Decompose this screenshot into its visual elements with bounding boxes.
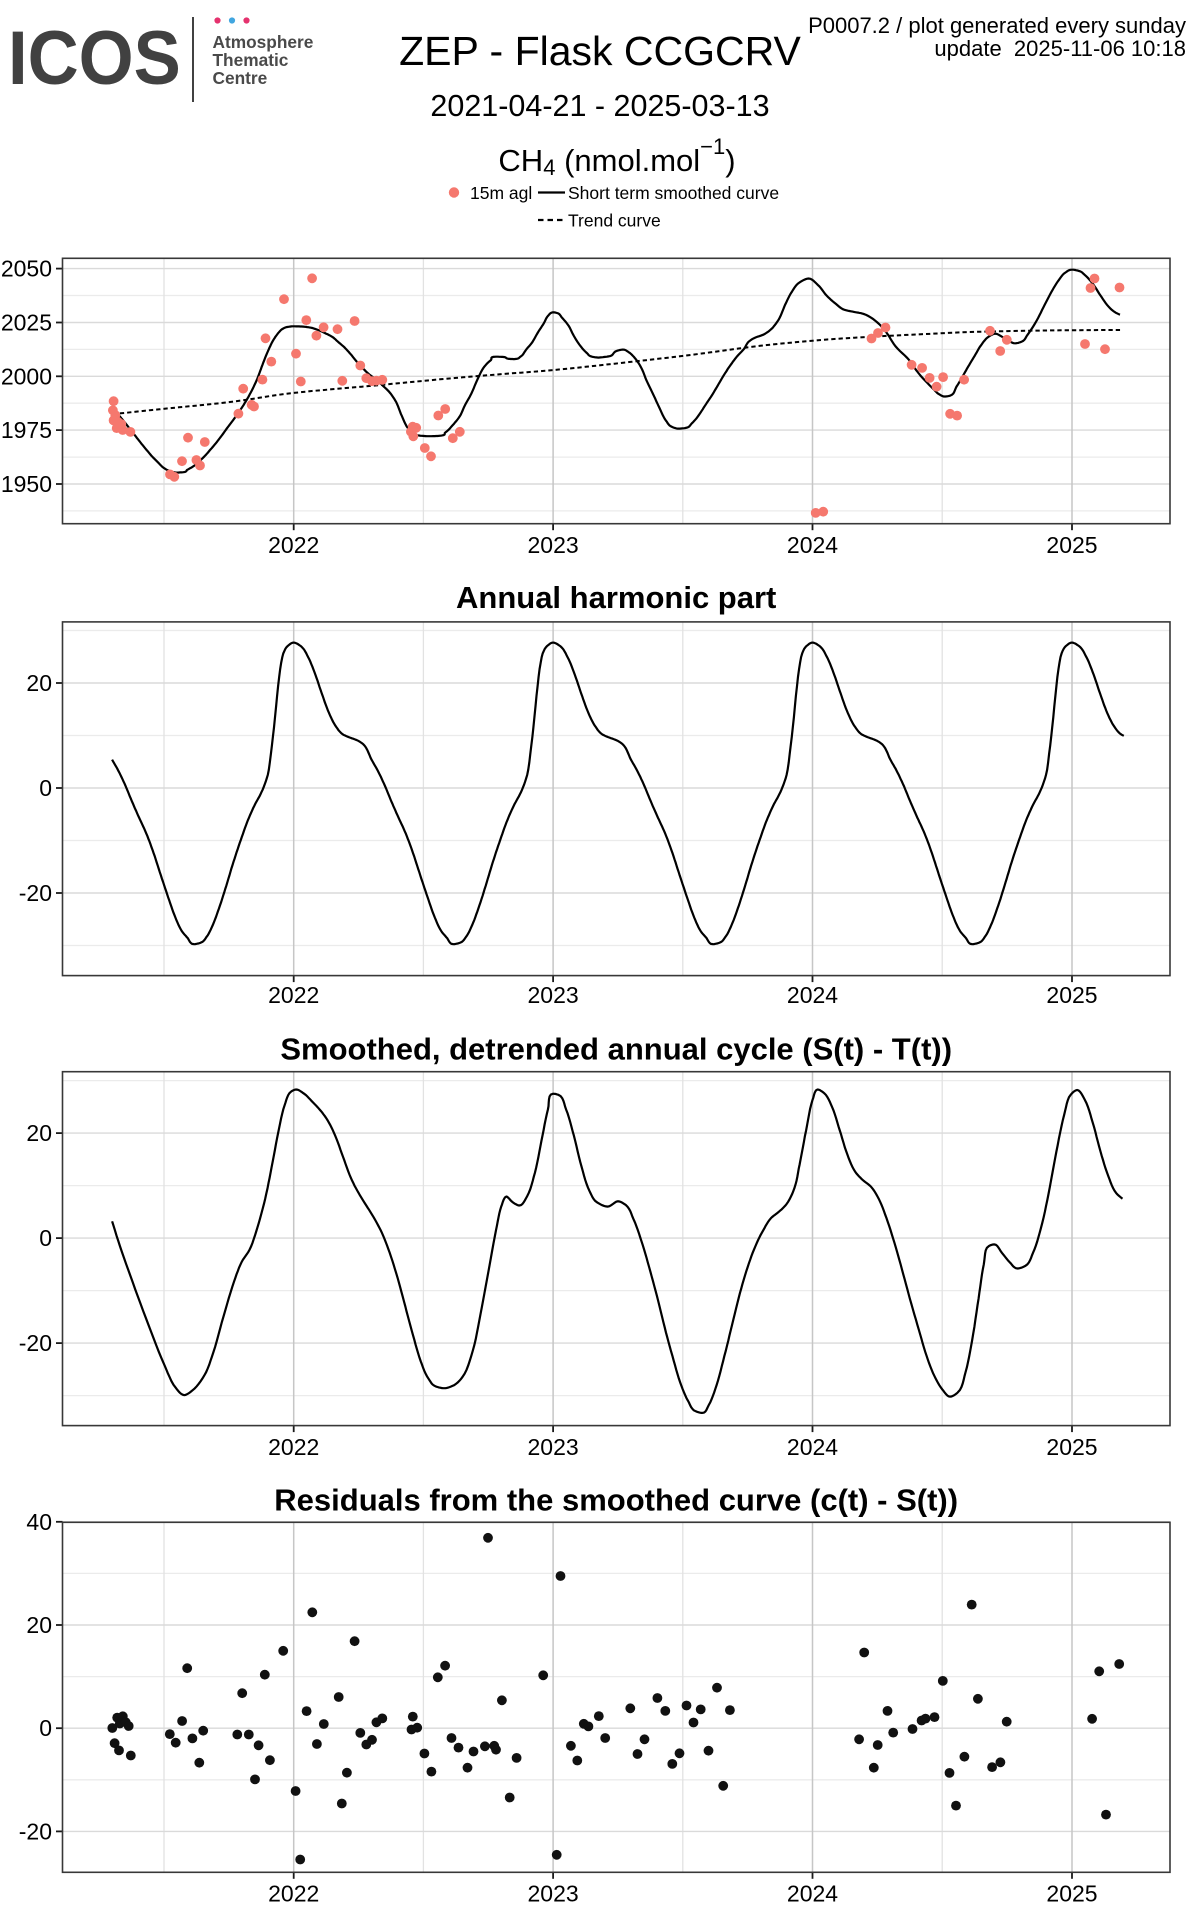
svg-text:0: 0 [39, 775, 52, 801]
svg-text:Residuals from the smoothed cu: Residuals from the smoothed curve (c(t) … [274, 1483, 958, 1518]
svg-text:2025: 2025 [1046, 532, 1097, 558]
svg-text:-20: -20 [19, 880, 52, 906]
svg-text:Smoothed, detrended annual cyc: Smoothed, detrended annual cycle (S(t) -… [280, 1032, 952, 1067]
svg-text:Trend curve: Trend curve [568, 211, 661, 231]
svg-text:20: 20 [26, 1120, 52, 1146]
svg-text:2025: 2025 [1046, 1434, 1097, 1460]
svg-text:2023: 2023 [528, 1434, 579, 1460]
svg-text:Short term smoothed curve: Short term smoothed curve [568, 183, 779, 203]
svg-text:0: 0 [39, 1715, 52, 1741]
svg-text:2024: 2024 [787, 982, 838, 1008]
svg-text:2022: 2022 [268, 1434, 319, 1460]
svg-text:2024: 2024 [787, 1881, 838, 1907]
svg-text:20: 20 [26, 670, 52, 696]
svg-text:2024: 2024 [787, 532, 838, 558]
svg-text:2025: 2025 [1046, 982, 1097, 1008]
svg-text:Annual harmonic part: Annual harmonic part [456, 580, 776, 615]
svg-text:2023: 2023 [528, 532, 579, 558]
svg-text:1950: 1950 [1, 471, 52, 497]
svg-text:20: 20 [26, 1612, 52, 1638]
svg-text:2025: 2025 [1, 310, 52, 336]
svg-text:2022: 2022 [268, 982, 319, 1008]
svg-text:2024: 2024 [787, 1434, 838, 1460]
svg-text:40: 40 [26, 1509, 52, 1535]
svg-text:-20: -20 [19, 1330, 52, 1356]
svg-text:15m agl: 15m agl [470, 183, 532, 203]
svg-text:2023: 2023 [528, 982, 579, 1008]
svg-text:2022: 2022 [268, 532, 319, 558]
svg-text:2050: 2050 [1, 256, 52, 282]
svg-text:1975: 1975 [1, 417, 52, 443]
svg-text:2000: 2000 [1, 363, 52, 389]
svg-text:0: 0 [39, 1225, 52, 1251]
svg-text:-20: -20 [19, 1818, 52, 1844]
svg-text:2023: 2023 [528, 1881, 579, 1907]
svg-text:2022: 2022 [268, 1881, 319, 1907]
svg-text:2025: 2025 [1046, 1881, 1097, 1907]
